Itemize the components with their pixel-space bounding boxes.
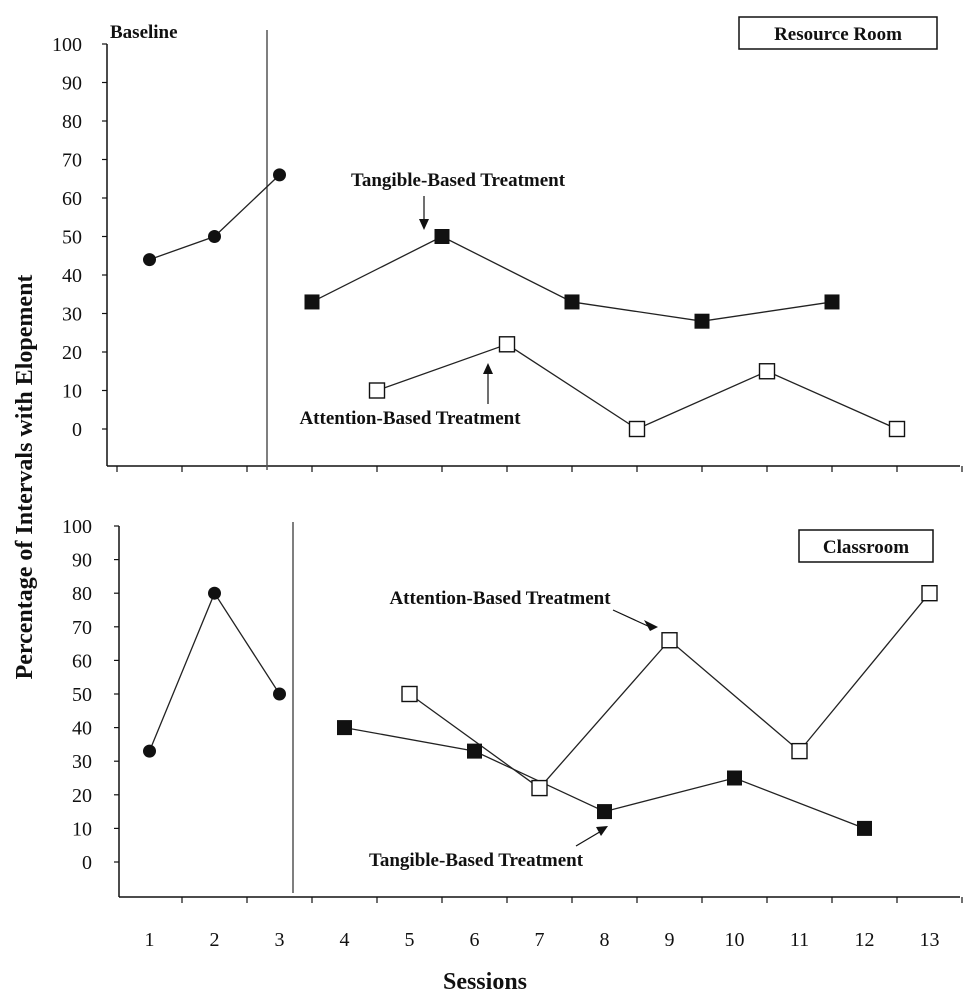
y-tick-label: 90 (62, 73, 82, 95)
resource-room-title: Resource Room (774, 24, 902, 45)
top-tangible-annotation: Tangible-Based Treatment (351, 170, 566, 191)
y-tick-label: 0 (82, 852, 92, 874)
resource-room-title-box (738, 16, 938, 50)
tangible-point (824, 294, 840, 310)
x-tick-label: 6 (470, 929, 480, 951)
tangible-point (694, 313, 710, 329)
bottom-tangible-arrow (575, 829, 604, 847)
attention-point (921, 585, 938, 602)
x-tick-label: 1 (145, 929, 155, 951)
attention-point (628, 420, 646, 438)
attention-point (368, 382, 386, 399)
y-tick-label: 70 (72, 617, 92, 639)
attention-point (498, 336, 516, 353)
x-tick-label: 7 (535, 929, 545, 951)
y-tick-label: 0 (72, 419, 82, 441)
tangible-point (857, 820, 872, 836)
y-tick-label: 30 (62, 304, 82, 326)
attention-point (531, 779, 548, 797)
attention-point (401, 685, 418, 703)
y-tick-label: 80 (72, 583, 92, 605)
y-tick-label: 30 (72, 751, 92, 773)
tangible-point (434, 229, 450, 244)
top-attention-annotation: Attention-Based Treatment (299, 408, 521, 429)
y-axis-title: Percentage of Intervals with Elopement (12, 275, 38, 680)
y-tick-label: 60 (62, 188, 82, 210)
bottom-tangible-arrowhead (596, 826, 608, 836)
x-tick-label: 3 (275, 929, 285, 951)
tangible-point (564, 294, 580, 310)
baseline-point (143, 253, 156, 267)
y-tick-label: 50 (62, 227, 82, 249)
y-tick-label: 40 (72, 718, 92, 740)
bottom-attention-arrowhead (644, 620, 658, 631)
attention-point (888, 420, 906, 438)
tangible-point (467, 743, 482, 759)
x-tick-label: 8 (600, 929, 610, 951)
top-tangible-arrowhead (419, 219, 429, 230)
x-tick-label: 10 (725, 929, 745, 951)
baseline-phase-label: Baseline (110, 22, 178, 43)
bottom-series (143, 585, 938, 836)
x-axis-title: Sessions (443, 969, 527, 995)
bottom-attention-arrow (612, 609, 651, 628)
x-tick-label: 2 (210, 929, 220, 951)
y-tick-label: 60 (72, 650, 92, 672)
y-tick-label: 40 (62, 265, 82, 287)
y-tick-label: 50 (72, 684, 92, 706)
baseline-point (273, 687, 286, 701)
y-tick-label: 90 (72, 550, 92, 572)
baseline-series-line (149, 174, 280, 261)
tangible-point (727, 770, 742, 786)
tangible-point (304, 294, 320, 310)
classroom-title: Classroom (823, 537, 909, 558)
attention-point (661, 632, 678, 649)
top-x-ticks (116, 466, 963, 472)
tangible-point (597, 804, 612, 820)
top-attention-arrowhead (483, 363, 493, 374)
attention-point (758, 363, 776, 380)
x-tick-label: 11 (790, 929, 809, 951)
y-tick-label: 100 (52, 34, 82, 56)
classroom-title-box (798, 529, 934, 563)
bottom-attention-annotation: Attention-Based Treatment (389, 588, 611, 609)
bottom-tangible-annotation: Tangible-Based Treatment (369, 850, 584, 871)
bottom-x-ticks: 1 2 3 4 5 6 7 8 9 10 11 12 13 (145, 897, 963, 951)
baseline-point (273, 168, 286, 182)
attention-point (791, 742, 808, 760)
y-tick-label: 80 (62, 111, 82, 133)
x-tick-label: 12 (855, 929, 875, 951)
baseline-point (143, 744, 156, 758)
x-tick-label: 9 (665, 929, 675, 951)
x-tick-label: 13 (920, 929, 940, 951)
y-tick-label: 20 (72, 785, 92, 807)
tangible-point (337, 720, 352, 736)
top-series (143, 168, 906, 438)
attention-series-line (409, 592, 931, 789)
baseline-series-line (148, 591, 281, 752)
y-tick-label: 100 (62, 516, 92, 538)
x-tick-label: 5 (405, 929, 415, 951)
baseline-point (208, 586, 221, 600)
y-tick-label: 10 (62, 381, 82, 403)
y-tick-label: 10 (72, 818, 92, 840)
y-tick-label: 20 (62, 342, 82, 364)
y-tick-label: 70 (62, 150, 82, 172)
baseline-point (208, 230, 221, 243)
x-tick-label: 4 (340, 929, 350, 951)
